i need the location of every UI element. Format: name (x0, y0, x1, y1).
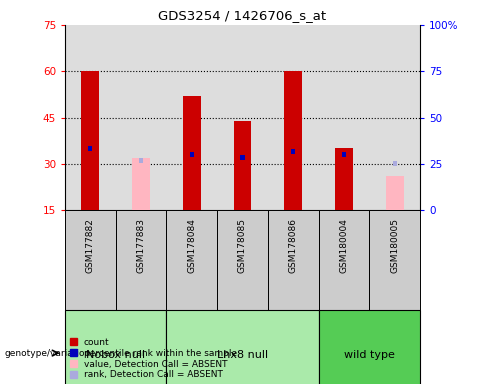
Text: GSM177882: GSM177882 (86, 218, 95, 273)
Bar (234, 121, 251, 210)
Title: GDS3254 / 1426706_s_at: GDS3254 / 1426706_s_at (159, 10, 326, 22)
Bar (319, 210, 369, 310)
Bar (291, 149, 295, 154)
Bar (241, 155, 244, 161)
Text: GSM178086: GSM178086 (289, 218, 298, 273)
Text: GSM180004: GSM180004 (340, 218, 348, 273)
Text: Nobox null: Nobox null (86, 350, 145, 360)
Bar (342, 152, 346, 157)
Bar (116, 210, 166, 310)
Bar (268, 210, 319, 310)
Text: GSM178085: GSM178085 (238, 218, 247, 273)
Bar (369, 210, 420, 310)
Bar (393, 161, 397, 166)
Bar (190, 152, 194, 157)
Text: GSM178084: GSM178084 (187, 218, 196, 273)
Text: GSM180005: GSM180005 (390, 218, 399, 273)
Text: Lhx8 null: Lhx8 null (217, 350, 268, 360)
Text: GSM177883: GSM177883 (137, 218, 145, 273)
Text: genotype/variation: genotype/variation (5, 349, 91, 358)
Text: wild type: wild type (344, 350, 395, 360)
Legend: count, percentile rank within the sample, value, Detection Call = ABSENT, rank, : count, percentile rank within the sample… (69, 338, 237, 379)
Bar (88, 146, 92, 151)
Bar (65, 210, 116, 310)
Bar (166, 210, 217, 310)
Bar (183, 96, 201, 210)
Bar (319, 310, 420, 384)
Bar (166, 310, 319, 384)
Bar (386, 176, 404, 210)
Bar (139, 158, 143, 163)
Bar (217, 210, 268, 310)
Bar (65, 310, 166, 384)
Bar (285, 71, 302, 210)
Bar (81, 71, 99, 210)
Bar (335, 148, 353, 210)
Bar (132, 157, 150, 210)
